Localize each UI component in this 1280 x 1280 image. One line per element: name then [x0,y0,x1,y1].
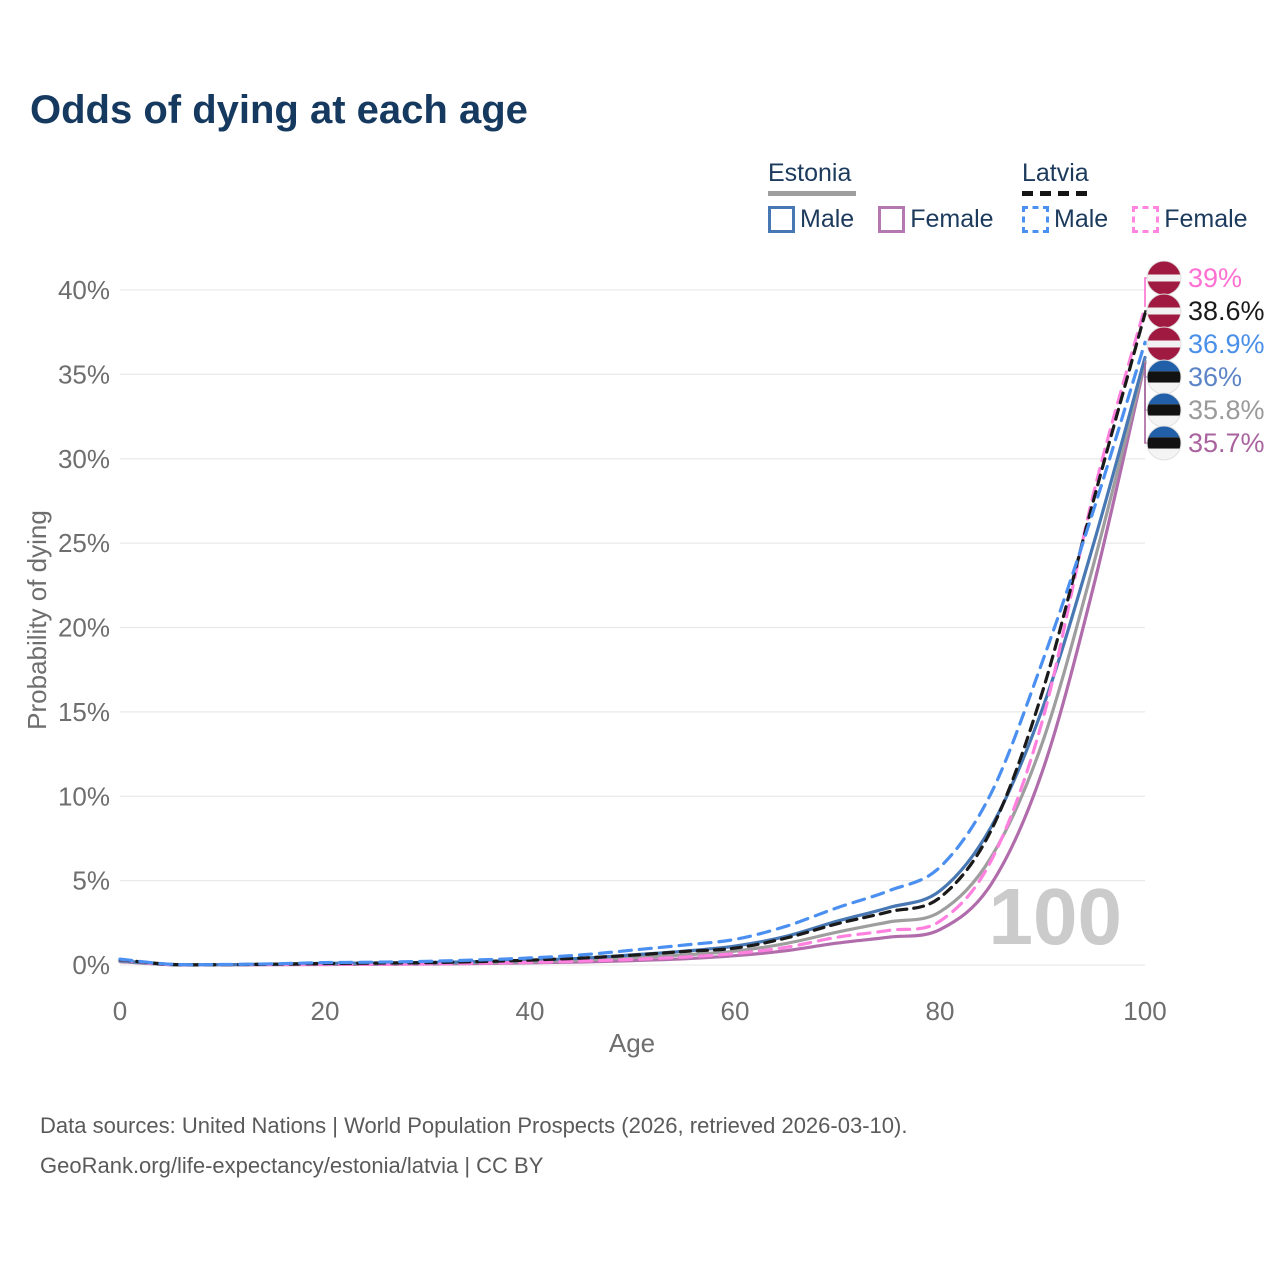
legend-item-latvia-female[interactable]: Female [1132,204,1248,234]
legend-group-estonia: Estonia Male Female [768,159,994,234]
legend-country-estonia: Estonia [768,159,852,187]
x-tick-label: 20 [311,996,340,1026]
y-tick-label: 35% [58,359,110,389]
age-counter-watermark: 100 [989,872,1122,961]
latvia-flag-icon [1147,327,1181,361]
y-tick-label: 20% [58,613,110,643]
legend-item-latvia-male[interactable]: Male [1022,205,1108,234]
footer-sources-line: Data sources: United Nations | World Pop… [40,1113,908,1138]
end-value-label-latvia-male: 36.9% [1188,329,1265,359]
legend-label: Male [1054,204,1109,233]
legend-group-latvia: Latvia Male Female [1022,159,1248,234]
series-line-latvia-female [118,305,1147,967]
y-tick-label: 10% [58,781,110,811]
series-line-latvia-total [118,312,1147,967]
latvia-female-swatch-icon [1132,205,1160,233]
latvia-flag-icon [1147,294,1181,328]
x-tick-label: 0 [113,996,127,1026]
y-tick-label: 40% [58,275,110,305]
legend-item-estonia-female[interactable]: Female [878,204,994,234]
estonia-flag-icon [1147,393,1181,427]
x-axis-title: Age [609,1028,655,1058]
x-tick-label: 40 [516,996,545,1026]
series-line-latvia-male [118,340,1147,967]
end-value-label-latvia-female: 39% [1188,263,1242,293]
end-value-label-latvia-total: 38.6% [1188,296,1265,326]
legend-label: Female [910,204,994,233]
end-value-label-estonia-total: 35.8% [1188,395,1265,425]
latvia-line-key [1022,190,1090,196]
end-value-label-estonia-female: 35.7% [1188,428,1265,458]
y-tick-label: 25% [58,528,110,558]
gridlines: 0% 5% 10% 15% 20% 25% 30% 35% 40% [58,275,1145,980]
estonia-male-swatch-icon [768,205,795,233]
legend-item-estonia-male[interactable]: Male [768,205,854,234]
legend-label: Male [800,204,855,233]
estonia-line-key [768,190,856,196]
axes: 0 20 40 60 80 100 Age Probability of dying [22,510,1167,1058]
y-tick-label: 15% [58,697,110,727]
data-source-footer: Data sources: United Nations | World Pop… [40,1106,907,1186]
x-tick-label: 100 [1123,996,1166,1026]
end-value-label-estonia-male: 36% [1188,362,1242,392]
legend-label: Female [1164,204,1248,233]
page-title: Odds of dying at each age [30,88,528,132]
y-tick-label: 5% [72,866,110,896]
x-tick-label: 60 [721,996,750,1026]
y-axis-title: Probability of dying [22,510,52,730]
footer-url-line: GeoRank.org/life-expectancy/estonia/latv… [40,1153,544,1178]
y-tick-label: 0% [72,950,110,980]
latvia-male-swatch-icon [1022,205,1049,233]
estonia-flag-icon [1147,426,1181,460]
legend-country-latvia: Latvia [1022,159,1089,187]
y-tick-label: 30% [58,444,110,474]
odds-of-dying-chart: 0% 5% 10% 15% 20% 25% 30% 35% 40% 0 20 40 60 80 100 Age… [22,260,1265,1058]
latvia-flag-icon [1147,261,1181,295]
estonia-flag-icon [1147,360,1181,394]
estonia-female-swatch-icon [878,205,906,233]
x-tick-label: 80 [926,996,955,1026]
